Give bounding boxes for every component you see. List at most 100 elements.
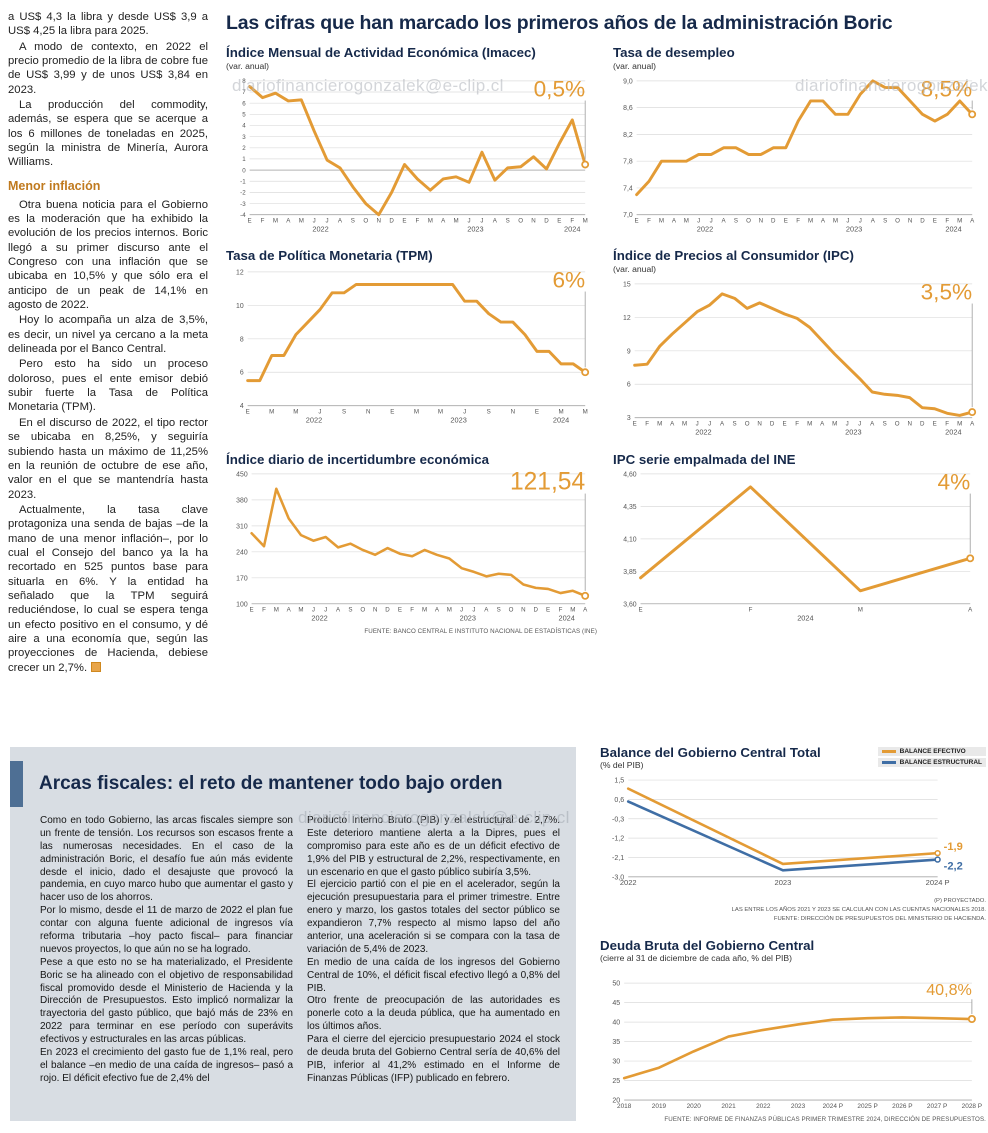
svg-text:2023: 2023 (845, 428, 861, 437)
svg-text:M: M (293, 409, 298, 416)
svg-text:3,5%: 3,5% (921, 280, 973, 305)
svg-text:4%: 4% (938, 469, 971, 494)
svg-text:7,0: 7,0 (623, 212, 633, 219)
chart-subtitle: (var. anual) (226, 61, 269, 71)
svg-text:N: N (759, 218, 763, 225)
svg-text:E: E (546, 606, 550, 613)
svg-text:M: M (298, 606, 303, 613)
chart-balance: Balance del Gobierno Central Total (% de… (600, 745, 986, 924)
article-paragraph: Para el cierre del ejercicio presupuesta… (307, 1034, 560, 1084)
chart-title: Índice Mensual de Actividad Económica (I… (226, 45, 536, 60)
svg-text:8,2: 8,2 (623, 132, 633, 139)
source-note: FUENTE: BANCO CENTRAL E INSTITUTO NACION… (364, 628, 597, 636)
svg-text:S: S (883, 218, 887, 225)
balance-notes: (P) PROYECTADO. LAS ENTRE LOS AÑOS 2021 … (600, 897, 986, 924)
chart-title: Deuda Bruta del Gobierno Central (600, 938, 815, 954)
svg-text:N: N (376, 218, 380, 225)
svg-text:A: A (968, 606, 973, 613)
svg-text:2022: 2022 (306, 416, 322, 425)
chart-tpm: Tasa de Política Monetaria (TPM) 12 10 8 6 4… (226, 248, 597, 441)
svg-text:F: F (945, 421, 949, 428)
svg-text:2022: 2022 (312, 224, 328, 233)
efectivo-swatch-icon (881, 750, 896, 753)
svg-text:2022: 2022 (620, 878, 637, 887)
svg-text:J: J (710, 218, 713, 225)
svg-text:-1,9: -1,9 (944, 841, 963, 853)
source-note: FUENTE: DIRECCIÓN DE PRESUPUESTOS DEL MI… (773, 916, 986, 923)
balance-header: Balance del Gobierno Central Total (% de… (600, 745, 986, 772)
svg-text:E: E (246, 409, 250, 416)
article-paragraph: Como en todo Gobierno, las arcas fiscale… (40, 815, 293, 904)
svg-text:E: E (398, 606, 402, 613)
svg-text:J: J (312, 606, 315, 613)
svg-text:2023: 2023 (467, 224, 483, 233)
svg-text:2022: 2022 (756, 1103, 771, 1110)
svg-text:S: S (733, 421, 737, 428)
svg-text:3: 3 (242, 134, 246, 141)
estructural-swatch-icon (881, 761, 896, 764)
article-paragraph: Actualmente, la tasa clave protagoniza u… (8, 503, 208, 675)
svg-text:6: 6 (242, 100, 246, 107)
svg-text:7: 7 (242, 89, 246, 96)
svg-text:-3,0: -3,0 (612, 874, 624, 881)
svg-text:2025 P: 2025 P (857, 1103, 877, 1110)
svg-text:F: F (559, 606, 563, 613)
svg-text:A: A (970, 218, 975, 225)
svg-text:2022: 2022 (311, 613, 327, 622)
charts-grid: Índice Mensual de Actividad Económica (I… (226, 45, 984, 635)
article-paragraph: El ejercicio partió con el pie en el ace… (307, 879, 560, 955)
svg-text:M: M (657, 421, 662, 428)
svg-text:M: M (833, 218, 838, 225)
panel-header: Arcas fiscales: el reto de mantener todo… (10, 761, 576, 807)
svg-text:2023: 2023 (450, 416, 466, 425)
svg-text:A: A (583, 606, 588, 613)
svg-text:-3: -3 (240, 201, 246, 208)
svg-text:8: 8 (240, 337, 244, 344)
svg-text:N: N (908, 218, 912, 225)
panel-columns: Como en todo Gobierno, las arcas fiscale… (10, 811, 576, 1086)
svg-text:2022: 2022 (697, 224, 713, 233)
svg-text:F: F (570, 218, 574, 225)
panel-column-1: Como en todo Gobierno, las arcas fiscale… (40, 815, 293, 1086)
svg-text:J: J (318, 409, 321, 416)
svg-text:9: 9 (627, 349, 631, 356)
svg-text:2024: 2024 (945, 224, 961, 233)
svg-text:2019: 2019 (652, 1103, 667, 1110)
article-paragraph: Pero esto ha sido un proceso doloroso, p… (8, 358, 208, 414)
desempleo-line-chart: 9,08,68,27,87,47,0E F M A M J J A S O N D E F M A M J J A S O… (623, 77, 977, 233)
svg-text:N: N (366, 409, 370, 416)
article-subhead: Menor inflación (8, 178, 101, 193)
svg-text:-2: -2 (240, 190, 246, 197)
svg-text:M: M (808, 218, 813, 225)
svg-text:F: F (645, 421, 649, 428)
panel-title: Arcas fiscales: el reto de mantener todo… (39, 773, 503, 794)
svg-text:S: S (487, 409, 491, 416)
svg-text:A: A (970, 421, 975, 428)
svg-text:2022: 2022 (695, 428, 711, 437)
svg-text:2027 P: 2027 P (927, 1103, 947, 1110)
svg-text:E: E (557, 218, 561, 225)
svg-text:S: S (348, 606, 352, 613)
article-paragraph: Pese a que esto no se ha materializado, … (40, 956, 293, 1046)
svg-text:4,35: 4,35 (623, 503, 637, 510)
svg-text:F: F (647, 218, 651, 225)
svg-text:A: A (441, 218, 446, 225)
svg-text:N: N (521, 606, 525, 613)
svg-text:S: S (883, 421, 887, 428)
top-section: a US$ 4,3 la libra y desde US$ 3,9 a US$… (8, 11, 984, 675)
chart-title: Balance del Gobierno Central Total (600, 745, 821, 760)
svg-text:20: 20 (612, 1098, 620, 1105)
svg-text:M: M (957, 218, 962, 225)
svg-text:O: O (895, 218, 900, 225)
svg-text:6: 6 (627, 382, 631, 389)
svg-text:3: 3 (627, 415, 631, 422)
svg-text:0,5%: 0,5% (534, 77, 586, 102)
svg-text:4,60: 4,60 (623, 471, 637, 478)
svg-text:J: J (697, 218, 700, 225)
svg-text:15: 15 (623, 282, 631, 289)
svg-text:121,54: 121,54 (510, 468, 585, 495)
svg-text:12: 12 (236, 270, 244, 277)
panel-column-2: Producto Interno Bruto (PIB) y el estruc… (307, 815, 560, 1086)
chart-title: Tasa de desempleo (613, 45, 735, 60)
svg-text:O: O (895, 421, 900, 428)
